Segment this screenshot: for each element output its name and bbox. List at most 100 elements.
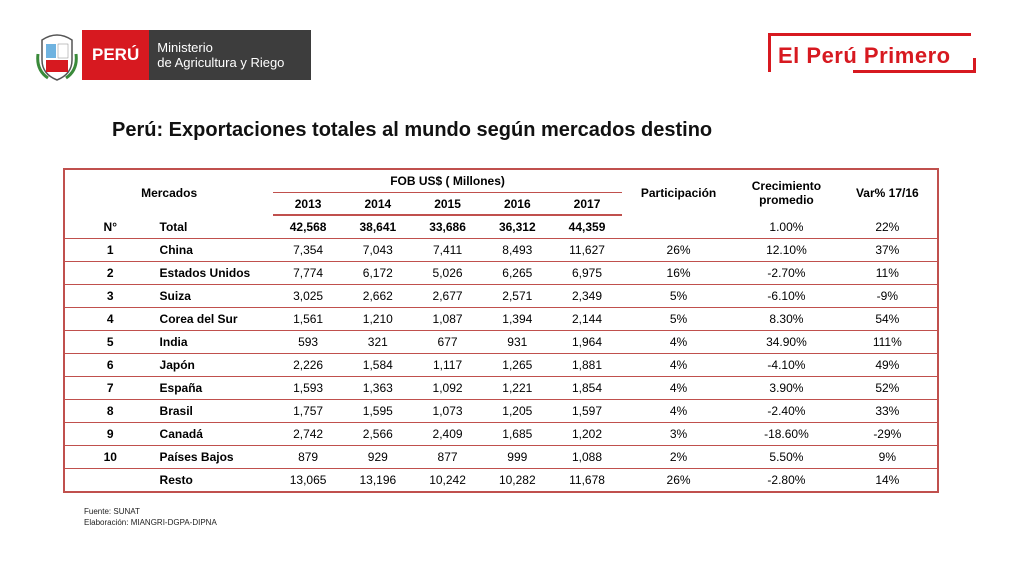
participacion-value: 3% (621, 422, 736, 446)
fob-value: 677 (412, 330, 483, 354)
fob-value: 11,678 (552, 468, 622, 493)
fob-value: 1,088 (552, 445, 622, 469)
fob-value: 1,117 (412, 353, 483, 377)
header-var: Var% 17/16 (855, 185, 919, 200)
market-name: Total (155, 215, 274, 239)
fob-value: 33,686 (412, 215, 483, 239)
fob-value: 7,354 (273, 238, 343, 262)
participacion-value: 5% (621, 307, 736, 331)
table-body: N° Total 42,568 38,641 33,686 36,312 44,359 1.0… (64, 215, 938, 493)
table-row: 1 China 7,354 7,043 7,411 8,493 11,627 26% 12.10… (64, 238, 938, 262)
page-title: Perú: Exportaciones totales al mundo seg… (112, 119, 713, 141)
fob-value: 1,202 (552, 422, 622, 446)
fob-value: 6,172 (342, 261, 413, 285)
fob-value: 1,205 (482, 399, 553, 423)
fob-value: 1,210 (342, 307, 413, 331)
crecimiento-value: -6.10% (735, 284, 838, 308)
fob-value: 7,411 (412, 238, 483, 262)
fob-value: 8,493 (482, 238, 553, 262)
var-value: -9% (837, 284, 938, 308)
crecimiento-value: 1.00% (735, 215, 838, 239)
fob-value: 877 (412, 445, 483, 469)
var-value: 37% (837, 238, 938, 262)
market-name: China (155, 238, 274, 262)
fob-value: 2,742 (273, 422, 343, 446)
market-name: Estados Unidos (155, 261, 274, 285)
row-number: 6 (64, 353, 156, 377)
brand-frame-top (768, 33, 971, 72)
var-value: 9% (837, 445, 938, 469)
participacion-value: 4% (621, 376, 736, 400)
header-participacion: Participación (640, 185, 717, 200)
var-value: -29% (837, 422, 938, 446)
var-value: 54% (837, 307, 938, 331)
crecimiento-value: -2.40% (735, 399, 838, 423)
var-value: 22% (837, 215, 938, 239)
fob-value: 879 (273, 445, 343, 469)
participacion-value: 4% (621, 399, 736, 423)
fob-value: 2,571 (482, 284, 553, 308)
fob-value: 42,568 (273, 215, 343, 239)
header-year: 2013 (273, 192, 343, 216)
peru-label: PERÚ (82, 30, 150, 80)
market-name: India (155, 330, 274, 354)
table-row: N° Total 42,568 38,641 33,686 36,312 44,359 1.0… (64, 215, 938, 239)
participacion-value: 16% (621, 261, 736, 285)
fob-value: 1,394 (482, 307, 553, 331)
fob-value: 2,662 (342, 284, 413, 308)
market-name: Países Bajos (155, 445, 274, 469)
footer-notes: Fuente: SUNAT Elaboración: MIANGRI-DGPA-… (84, 506, 217, 528)
brand-logo: El Perú Primero (768, 33, 976, 73)
var-value: 49% (837, 353, 938, 377)
fob-value: 2,409 (412, 422, 483, 446)
row-number: 3 (64, 284, 156, 308)
table-row: 9 Canadá 2,742 2,566 2,409 1,685 1,202 3% -18.60… (64, 422, 938, 446)
fob-value: 2,144 (552, 307, 622, 331)
participacion-value: 2% (621, 445, 736, 469)
row-number: 8 (64, 399, 156, 423)
fob-value: 2,226 (273, 353, 343, 377)
market-name: Japón (155, 353, 274, 377)
crecimiento-value: -18.60% (735, 422, 838, 446)
fob-value: 2,566 (342, 422, 413, 446)
fob-value: 36,312 (482, 215, 553, 239)
row-number: 9 (64, 422, 156, 446)
fob-value: 7,774 (273, 261, 343, 285)
var-value: 14% (837, 468, 938, 493)
brand-frame-bottom (853, 58, 976, 73)
participacion-value: 26% (621, 468, 736, 493)
elaboration-note: Elaboración: MIANGRI-DGPA-DIPNA (84, 518, 217, 527)
crecimiento-value: -2.70% (735, 261, 838, 285)
fob-value: 1,597 (552, 399, 622, 423)
header-crecimiento: Crecimiento promedio (751, 178, 822, 207)
var-value: 52% (837, 376, 938, 400)
fob-value: 1,073 (412, 399, 483, 423)
crecimiento-value: 8.30% (735, 307, 838, 331)
ministry-line1: Ministerio (157, 40, 213, 55)
fob-value: 931 (482, 330, 553, 354)
fob-value: 321 (342, 330, 413, 354)
fob-value: 1,881 (552, 353, 622, 377)
header-year: 2016 (482, 192, 553, 216)
fob-value: 38,641 (342, 215, 413, 239)
fob-value: 2,349 (552, 284, 622, 308)
source-note: Fuente: SUNAT (84, 507, 140, 516)
participacion-value: 4% (621, 330, 736, 354)
table-row: 7 España 1,593 1,363 1,092 1,221 1,854 4% 3.90% 5… (64, 376, 938, 400)
fob-value: 593 (273, 330, 343, 354)
fob-value: 1,087 (412, 307, 483, 331)
fob-value: 10,282 (482, 468, 553, 493)
table-row: 3 Suiza 3,025 2,662 2,677 2,571 2,349 5% -6.10% -… (64, 284, 938, 308)
crecimiento-value: 5.50% (735, 445, 838, 469)
row-number: N° (64, 215, 156, 239)
fob-value: 13,065 (273, 468, 343, 493)
ministry-name: Ministerio de Agricultura y Riego (149, 30, 312, 80)
fob-value: 2,677 (412, 284, 483, 308)
fob-value: 13,196 (342, 468, 413, 493)
fob-value: 1,854 (552, 376, 622, 400)
ministry-logo: PERÚ Ministerio de Agricultura y Riego (36, 30, 312, 82)
row-number: 7 (64, 376, 156, 400)
coat-of-arms-icon (36, 30, 78, 82)
fob-value: 1,685 (482, 422, 553, 446)
header-year: 2015 (412, 192, 483, 216)
